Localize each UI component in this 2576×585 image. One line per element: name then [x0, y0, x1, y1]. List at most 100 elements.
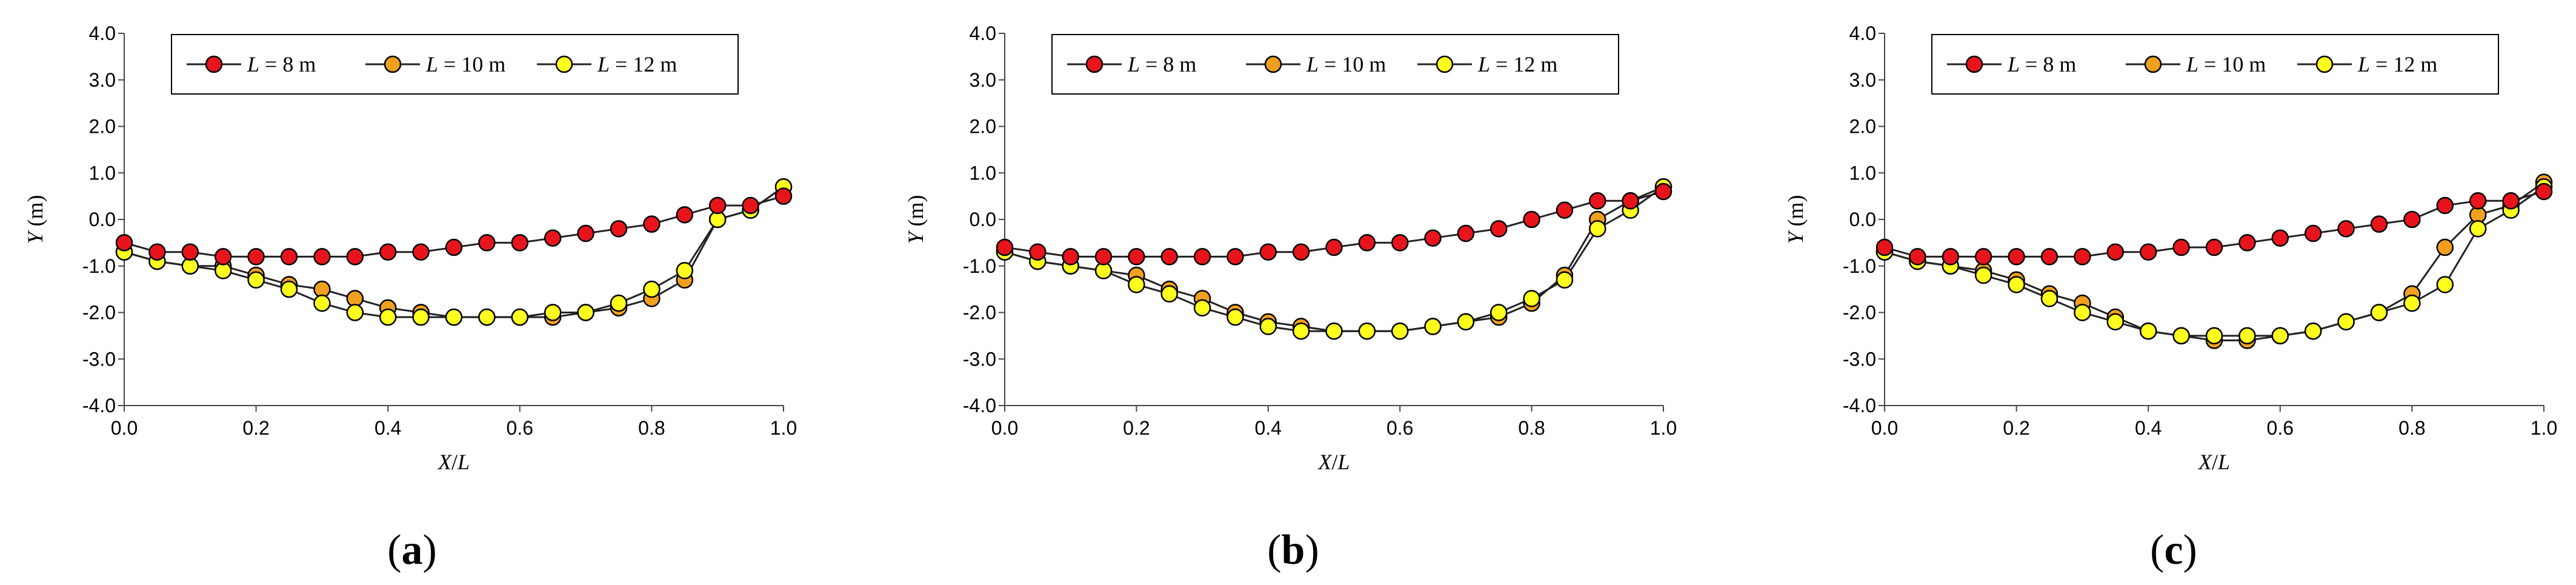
y-tick-label: 0.0	[1849, 209, 1876, 230]
legend-marker	[2144, 55, 2162, 73]
data-point	[1556, 201, 1574, 219]
data-point	[2008, 248, 2025, 266]
legend-label-var: L	[247, 52, 259, 76]
x-tick-label: 0.8	[2398, 417, 2425, 439]
y-tick-label: -2.0	[82, 302, 116, 324]
data-point	[412, 308, 430, 326]
data-point	[643, 215, 661, 233]
panel-label-open: (	[387, 527, 401, 573]
data-point	[1226, 248, 1244, 266]
y-tick-label: 1.0	[89, 162, 116, 184]
x-axis-title: X/L	[2197, 450, 2230, 474]
y-tick-label: -4.0	[82, 395, 116, 416]
panel-label-open: (	[1267, 527, 1281, 573]
x-axis-title-sep: /	[2212, 450, 2218, 474]
legend-label-var: L	[425, 52, 438, 76]
data-point	[676, 262, 694, 279]
legend-marker	[555, 55, 573, 73]
x-tick-label: 0.6	[507, 417, 533, 439]
data-point	[1424, 229, 1442, 247]
data-point	[313, 294, 331, 312]
legend-marker	[1085, 55, 1103, 73]
legend-marker	[1965, 55, 1983, 73]
data-point	[1325, 322, 1343, 340]
x-tick-label: 0.2	[242, 417, 269, 439]
data-point	[1193, 299, 1211, 317]
data-point	[1128, 248, 1145, 266]
panel-label-letter: b	[1282, 527, 1305, 573]
legend-label: L = 8 m	[247, 52, 316, 76]
y-tick-label: 4.0	[1849, 22, 1876, 44]
data-point	[247, 248, 265, 266]
y-tick-label: 4.0	[970, 22, 996, 44]
legend-label-var: L	[2007, 52, 2020, 76]
legend-label: L = 8 m	[1127, 52, 1196, 76]
data-point	[708, 196, 727, 215]
data-point	[181, 243, 199, 261]
legend-marker	[2315, 55, 2334, 73]
panel-label-close: )	[2183, 527, 2197, 573]
x-axis-title-var: X	[2197, 450, 2213, 474]
chart-panel-c: -4.0 -3.0 -2.0 -1.0 0.0 1.0 2.0 3.0 4.0 0.0 0.2 0.4…	[1783, 22, 2557, 573]
data-point	[1523, 210, 1540, 229]
x-axis-title-sep: /	[1331, 450, 1337, 474]
x-tick-label: 0.4	[374, 417, 401, 439]
chart-panel-b: -4.0 -3.0 -2.0 -1.0 0.0 1.0 2.0 3.0 4.0 0.0 0.2 0.4…	[904, 22, 1677, 573]
y-axis-title-unit: (m)	[904, 195, 928, 232]
data-point	[412, 243, 430, 261]
data-point	[774, 187, 793, 205]
data-point	[742, 196, 759, 215]
data-point	[2074, 248, 2091, 266]
x-axis-title-var2: L	[457, 450, 470, 474]
legend-label-var: L	[597, 52, 610, 76]
legend-box	[1051, 34, 1619, 95]
legend-label-var: L	[1477, 52, 1490, 76]
data-point	[1974, 266, 1992, 284]
y-axis-title-unit: (m)	[1783, 195, 1808, 232]
data-point	[1974, 248, 1992, 266]
legend-label: L = 12 m	[2357, 52, 2437, 76]
data-point	[1909, 248, 1926, 266]
y-tick-label: 3.0	[1849, 69, 1876, 91]
x-axis-title-var: X	[1317, 450, 1333, 474]
data-point	[478, 234, 496, 252]
data-point	[2271, 229, 2289, 247]
x-tick-label: 0.6	[2267, 417, 2294, 439]
data-point	[1062, 248, 1079, 266]
y-tick-label: -3.0	[82, 348, 116, 370]
x-tick-label: 1.0	[2531, 417, 2557, 439]
legend-marker	[384, 55, 402, 73]
data-point	[1391, 234, 1409, 252]
y-tick-label: 2.0	[1849, 116, 1876, 138]
legend-marker	[205, 55, 223, 73]
data-point	[379, 308, 397, 326]
data-point	[1556, 271, 1574, 289]
legend-label: L = 10 m	[425, 52, 505, 76]
data-point	[2106, 243, 2125, 261]
data-point	[2238, 327, 2256, 345]
x-tick-label: 0.0	[111, 417, 138, 439]
y-axis-title-var: Y	[1783, 230, 1808, 244]
x-axis-title-var2: L	[1337, 450, 1350, 474]
data-point	[1325, 238, 1343, 256]
data-point	[577, 304, 594, 321]
data-point	[544, 229, 562, 247]
data-point	[1259, 243, 1277, 261]
x-axis-title-sep: /	[451, 450, 458, 474]
data-point	[2304, 322, 2322, 340]
data-point	[1457, 224, 1475, 242]
data-point	[1654, 182, 1672, 201]
legend-label-text: = 10 m	[1319, 52, 1386, 76]
data-point	[676, 206, 694, 224]
data-point	[2403, 294, 2421, 312]
legend-marker	[1264, 55, 1282, 73]
panel-label: (c)	[2150, 527, 2197, 573]
panel-label: (a)	[387, 527, 437, 573]
data-point	[643, 280, 661, 298]
legend-label-text: = 8 m	[1140, 52, 1196, 76]
data-point	[1128, 276, 1145, 293]
data-point	[2469, 220, 2487, 238]
